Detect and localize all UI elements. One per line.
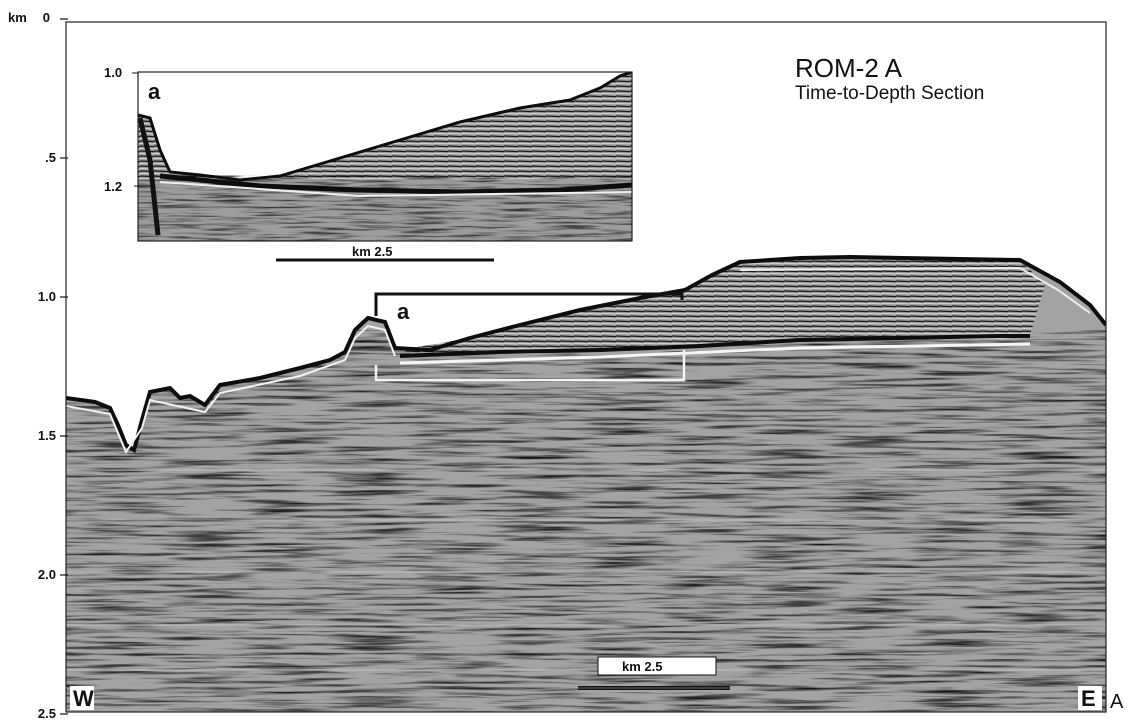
east-label: E xyxy=(1081,686,1096,711)
inset-panel: a 1.0 1.2 xyxy=(104,65,633,242)
svg-text:km 2.5: km 2.5 xyxy=(622,659,662,674)
inset-basement xyxy=(159,173,632,195)
inset-scale-bar: km 2.5 xyxy=(276,244,494,262)
west-label: W xyxy=(73,686,94,711)
inset-marker: a xyxy=(148,79,161,104)
zoom-bracket xyxy=(374,292,684,316)
depth-axis-unit: km xyxy=(8,10,27,25)
depth-axis: km 0 .5 1.0 1.5 2.0 2.5 xyxy=(8,10,68,721)
inset-seafloor xyxy=(138,72,632,182)
depth-tick-label: 0 xyxy=(43,10,50,25)
depth-tick-label: 2.5 xyxy=(38,706,56,721)
seafloor-reflector xyxy=(66,254,1106,454)
depth-tick-label: 1.5 xyxy=(38,428,56,443)
depth-tick-label: 1.0 xyxy=(38,289,56,304)
svg-text:km 2.5: km 2.5 xyxy=(352,244,392,259)
depth-tick-label: 2.0 xyxy=(38,567,56,582)
inset-tick-top: 1.0 xyxy=(104,65,122,80)
depth-tick-label: .5 xyxy=(45,150,56,165)
sediment-wedge xyxy=(400,257,1045,356)
zoom-marker: a xyxy=(397,299,410,324)
basement-reflector xyxy=(399,334,1030,358)
corner-label: A xyxy=(1110,691,1124,713)
main-scale-bar: km 2.5 xyxy=(578,656,730,690)
zoom-box-lower xyxy=(374,350,686,382)
inset-tick-low: 1.2 xyxy=(104,179,122,194)
figure-title: ROM-2 A xyxy=(795,53,903,83)
section-frame xyxy=(65,21,1107,713)
figure-subtitle: Time-to-Depth Section xyxy=(795,83,984,104)
